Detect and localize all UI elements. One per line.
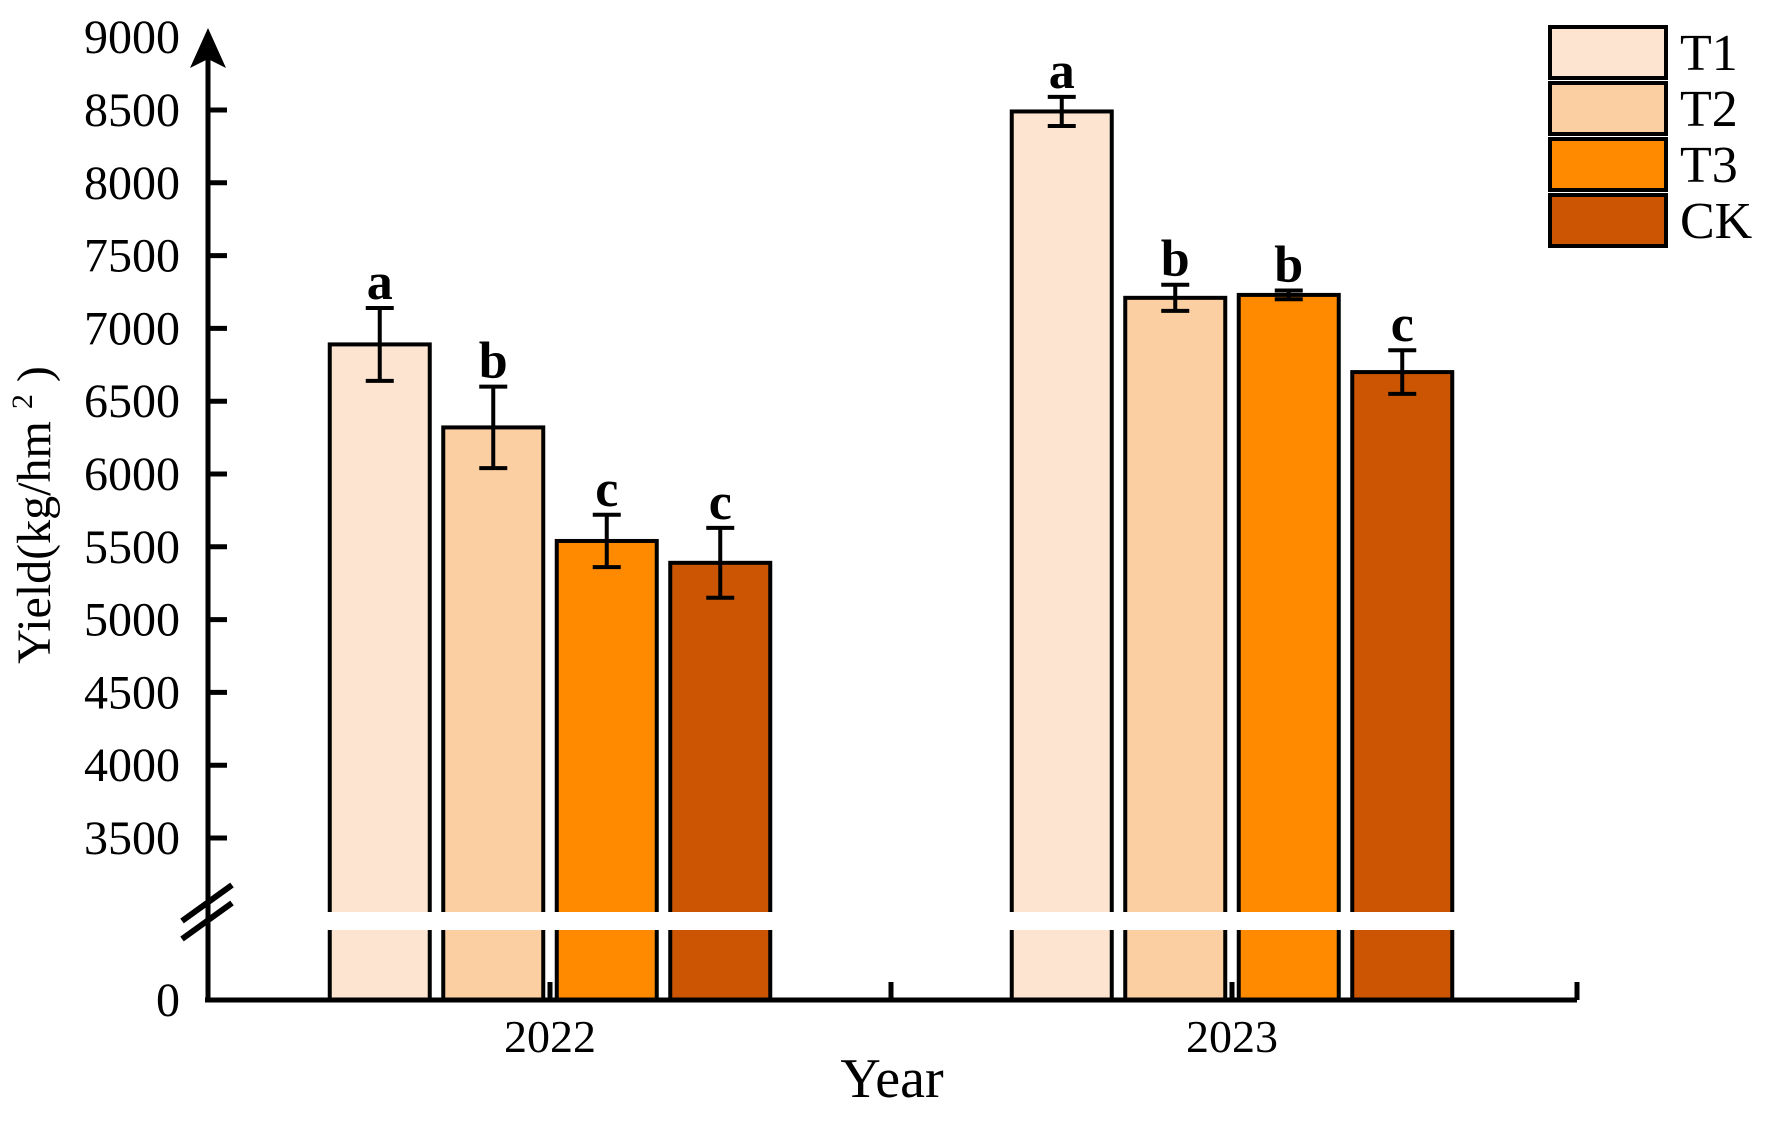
x-category-label-2022: 2022 [504, 1011, 596, 1062]
error-bar-T2-2022 [479, 384, 508, 471]
x-axis-title: Year [840, 1048, 944, 1110]
y-tick-label-7500: 7500 [84, 230, 180, 283]
bar-CK-2023 [1350, 370, 1455, 1002]
legend-swatch-T3 [1548, 137, 1668, 192]
legend-label-T3: T3 [1680, 137, 1738, 194]
error-bar-T3-2022 [592, 512, 621, 570]
error-bar-T1-2023 [1047, 94, 1076, 129]
y-axis-arrow [190, 28, 226, 68]
sig-letter-CK-2022: c [709, 474, 732, 531]
legend-swatch-T1 [1548, 25, 1668, 80]
bar-T2-2022 [441, 425, 546, 1002]
legend-label-T1: T1 [1680, 25, 1738, 82]
y-axis-title: Yield(kg/hm 2 ) [0, 366, 61, 664]
sig-letter-T2-2023: b [1161, 231, 1190, 288]
legend-swatch-CK [1548, 193, 1668, 248]
y-axis-title-close: ) [8, 366, 61, 382]
y-axis-title-superscript: 2 [6, 394, 39, 409]
y-tick-label-0: 0 [156, 974, 180, 1027]
bar-T3-2022 [554, 538, 659, 1002]
axis-break-slash [180, 900, 234, 942]
error-bars-layer [365, 94, 1417, 600]
y-tick-label-4500: 4500 [84, 666, 180, 719]
sig-letters-layer: a b c c a b b c [367, 43, 1414, 531]
error-bar-CK-2023 [1388, 348, 1417, 396]
y-tick-label-4000: 4000 [84, 739, 180, 792]
y-tick-label-5000: 5000 [84, 594, 180, 647]
axis-break-slash [180, 882, 234, 924]
bar-T3-2023 [1236, 292, 1341, 1002]
error-bar-T3-2023 [1274, 288, 1303, 302]
legend-swatch-T2 [1548, 81, 1668, 136]
y-tick-label-5500: 5500 [84, 521, 180, 574]
x-category-label-2023: 2023 [1186, 1011, 1278, 1062]
legend-label-T2: T2 [1680, 81, 1738, 138]
sig-letter-T3-2023: b [1274, 237, 1303, 294]
x-axis-ticks: 2022 2023 [504, 982, 1580, 1062]
legend-label-CK: CK [1680, 193, 1753, 250]
y-tick-label-8000: 8000 [84, 157, 180, 210]
y-tick-label-6500: 6500 [84, 375, 180, 428]
error-bar-CK-2022 [706, 525, 735, 600]
y-tick-label-9000: 9000 [84, 11, 180, 64]
bar-T2-2023 [1123, 295, 1228, 1003]
y-tick-label-7000: 7000 [84, 302, 180, 355]
y-tick-label-6000: 6000 [84, 448, 180, 501]
sig-letter-T2-2022: b [479, 333, 508, 390]
y-tick-label-8500: 8500 [84, 84, 180, 137]
sig-letter-T3-2022: c [595, 461, 618, 518]
bar-T1-2022 [327, 342, 432, 1002]
sig-letter-T1-2023: a [1049, 43, 1075, 100]
axes: 0 3500 4000 4500 5000 5500 6000 6500 7000 7500 800… [84, 11, 1580, 1062]
error-bar-T1-2022 [365, 306, 394, 383]
error-bar-T2-2023 [1161, 282, 1190, 313]
axis-break-band [213, 912, 1579, 930]
axis-break-marks [180, 882, 234, 942]
y-axis-ticks: 0 3500 4000 4500 5000 5500 6000 6500 7000 7500 800… [84, 11, 227, 1027]
y-tick-label-3500: 3500 [84, 812, 180, 865]
y-axis-title-main: Yield(kg/hm [8, 421, 61, 664]
bar-T1-2023 [1009, 109, 1114, 1003]
bar-CK-2022 [668, 560, 773, 1002]
sig-letter-T1-2022: a [367, 254, 393, 311]
sig-letter-CK-2023: c [1391, 296, 1414, 353]
